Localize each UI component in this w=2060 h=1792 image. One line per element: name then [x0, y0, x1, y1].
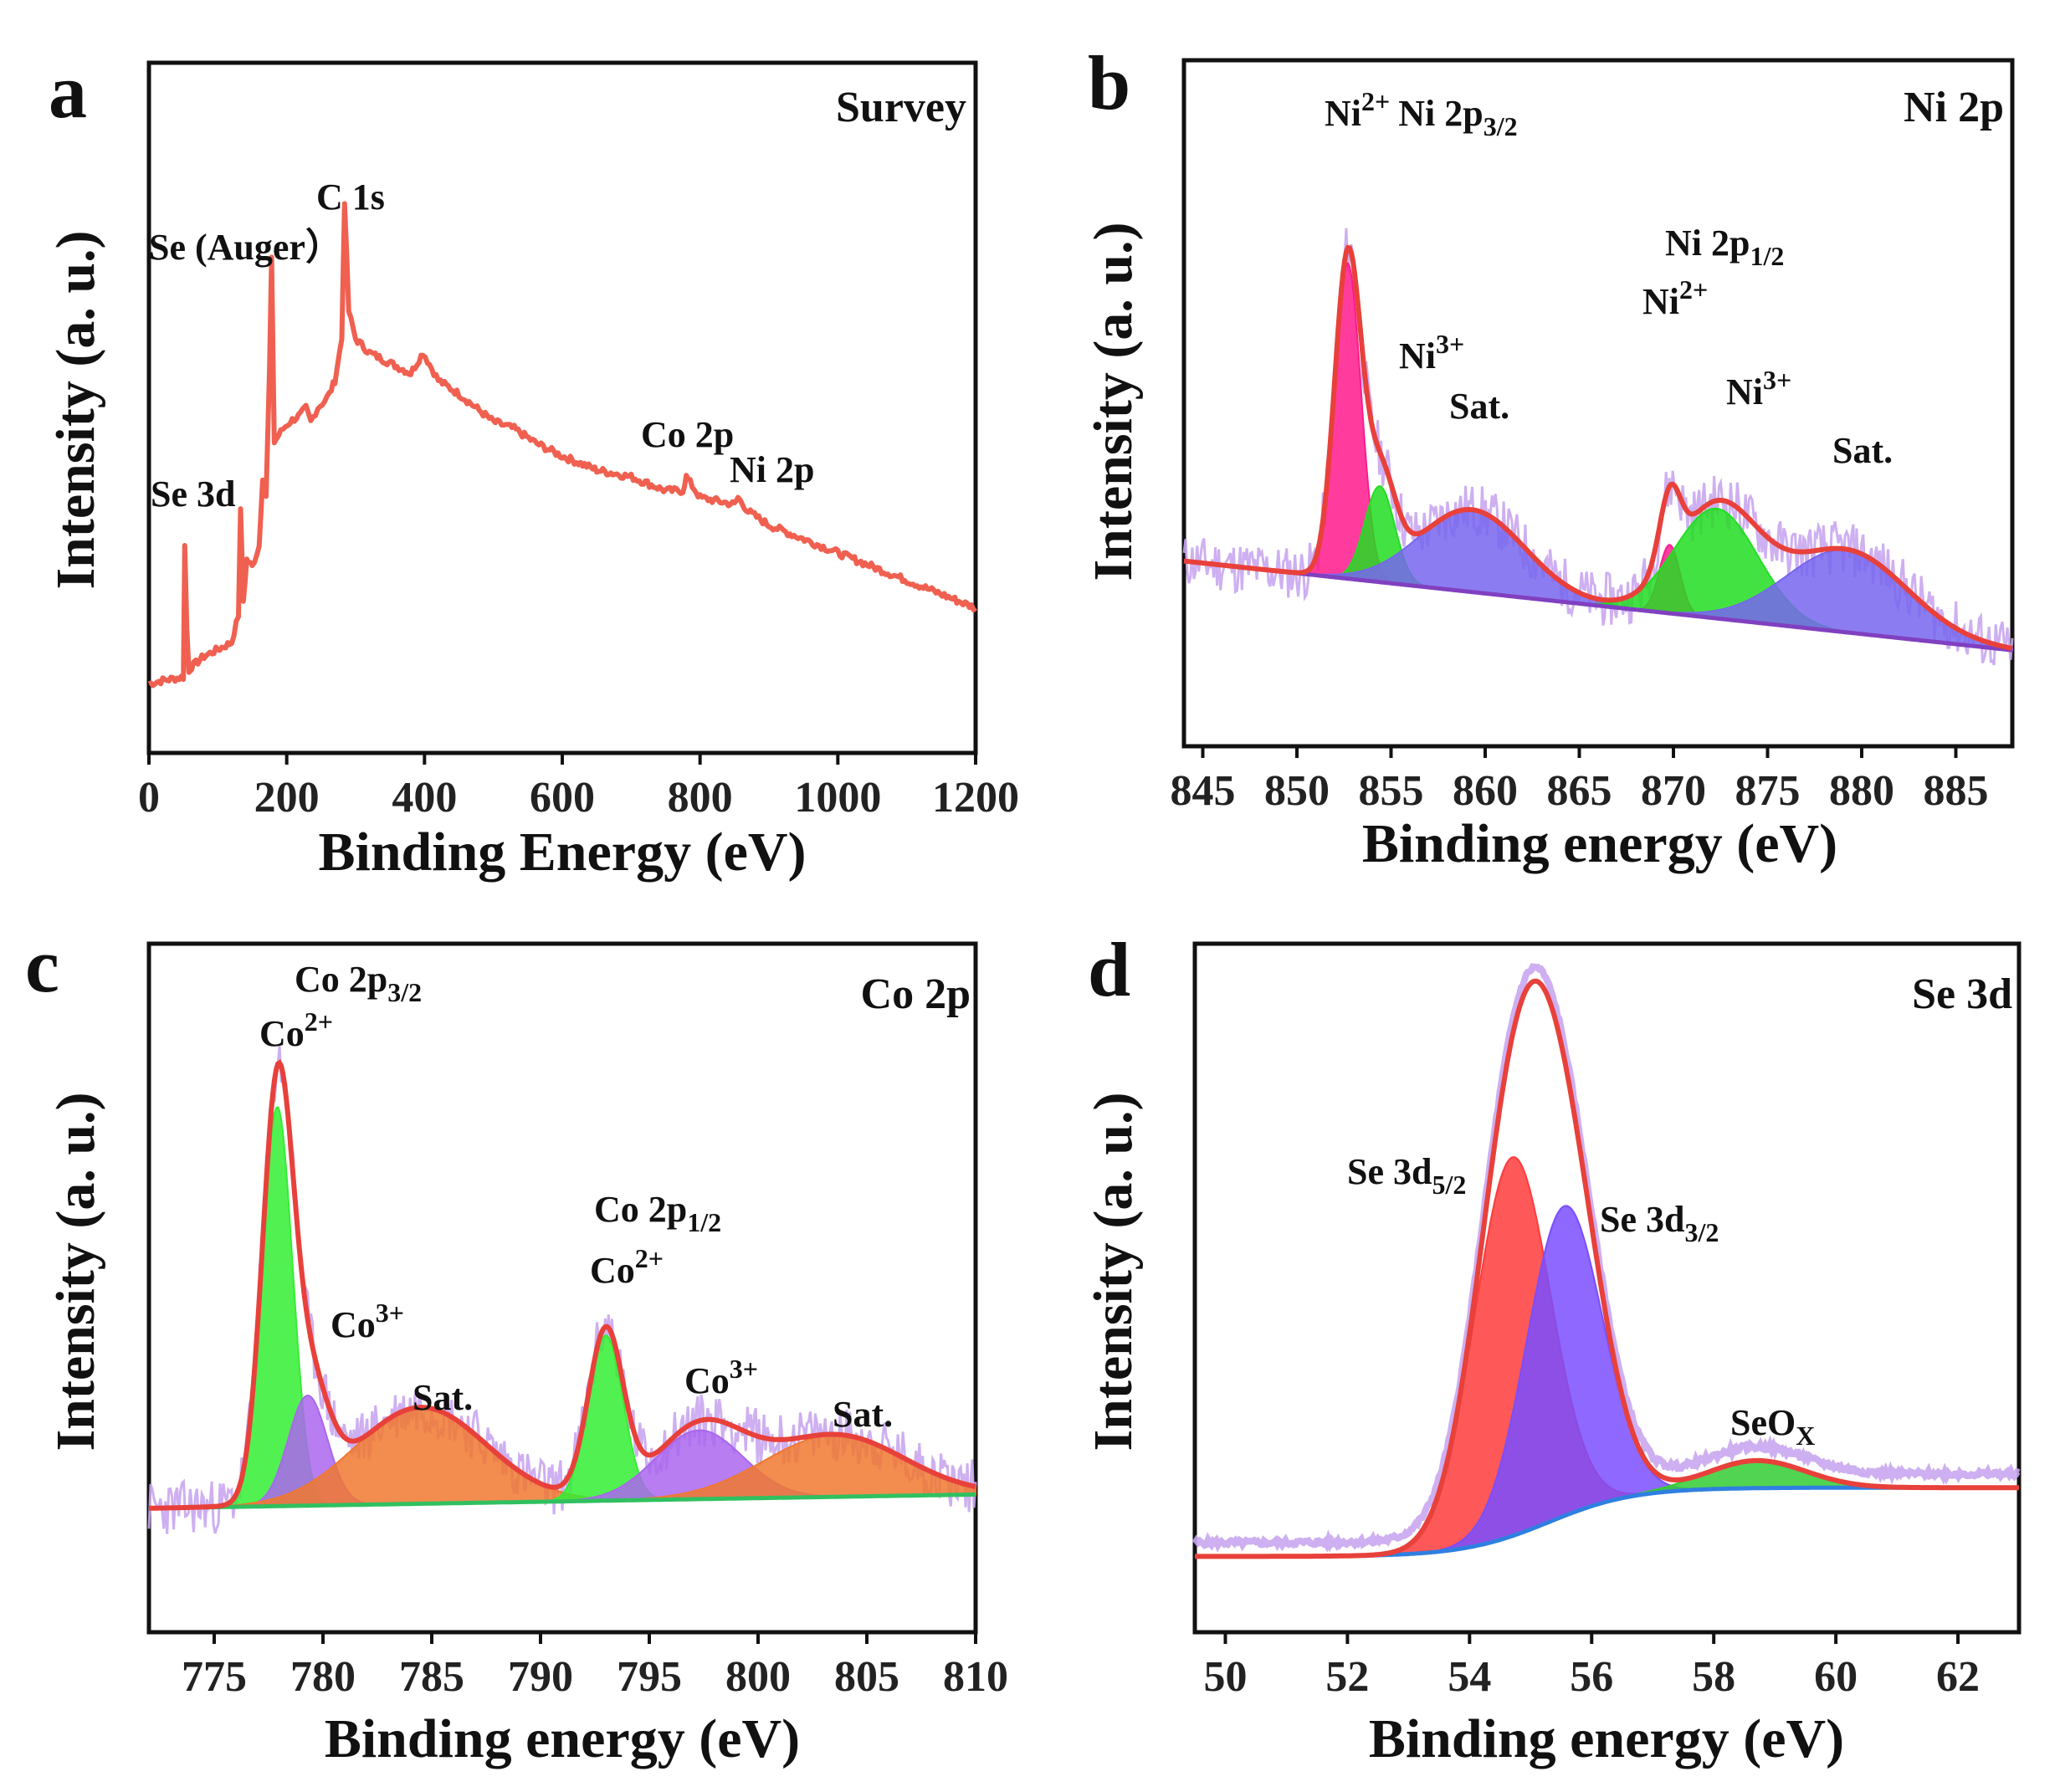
- annotation-ni2p12: Ni 2p1/2: [1665, 223, 1784, 271]
- x-tick-label-d: 52: [1325, 1653, 1369, 1701]
- x-tick-label-b: 870: [1641, 767, 1706, 815]
- annotation-sat-c1: Sat.: [413, 1377, 473, 1418]
- x-tick-label-a: 1200: [932, 774, 1019, 822]
- plot-frame-d: [1192, 941, 2022, 1635]
- annotation-ni3-1-2: Ni3+: [1726, 365, 1791, 412]
- panel-c: c Co 2p Binding energy (eV) Intensity (a…: [25, 923, 1008, 1769]
- panel-b: b Ni 2p Binding energy (eV) Intensity (a…: [1083, 40, 2015, 874]
- x-ticks-c: 775 780 785 790 795 800 805 810: [182, 1632, 1008, 1701]
- annotation-co3-1-2: Co3+: [684, 1354, 758, 1401]
- panel-d: d Se 3d Binding energy (eV) Intensity (a…: [1083, 927, 2022, 1769]
- envelope-fit-d: [1195, 978, 2019, 1559]
- x-tick-label-c: 810: [943, 1653, 1008, 1701]
- annotation-co2p: Co 2p: [641, 414, 734, 455]
- annotation-seox: SeOX: [1730, 1402, 1815, 1451]
- x-tick-label-a: 800: [668, 774, 733, 822]
- annotation-sat-2: Sat.: [1832, 430, 1893, 471]
- envelope-fit-c: [149, 1059, 976, 1511]
- panel-letter-d: d: [1088, 927, 1130, 1012]
- annotation-se3d52: Se 3d5/2: [1347, 1151, 1466, 1200]
- panel-a: a Survey Binding Energy (eV) Intensity (…: [45, 49, 1019, 883]
- x-tick-label-a: 1000: [794, 774, 881, 822]
- annotation-sat-c2: Sat.: [833, 1394, 893, 1435]
- x-tick-label-b: 855: [1359, 767, 1424, 815]
- x-tick-label-b: 845: [1171, 767, 1236, 815]
- x-tick-label-d: 50: [1203, 1653, 1247, 1701]
- ylabel-c: Intensity (a. u.): [45, 1092, 106, 1451]
- panel-letter-a: a: [49, 49, 87, 134]
- annotation-c1s: C 1s: [316, 177, 385, 218]
- annotation-se3d: Se 3d: [151, 474, 235, 515]
- x-ticks-a: 0 200 400 600 800 1000 1200: [138, 753, 1019, 822]
- x-tick-label-a: 0: [138, 774, 160, 822]
- x-tick-label-a: 200: [254, 774, 320, 822]
- x-tick-label-c: 800: [725, 1653, 791, 1701]
- x-tick-label-c: 785: [399, 1653, 464, 1701]
- x-tick-label-c: 780: [290, 1653, 356, 1701]
- x-tick-label-b: 865: [1547, 767, 1612, 815]
- annotation-ni2p: Ni 2p: [730, 449, 814, 490]
- x-tick-label-d: 54: [1448, 1653, 1491, 1701]
- panel-title-c: Co 2p: [861, 970, 971, 1018]
- annotation-se3d32: Se 3d3/2: [1600, 1199, 1719, 1247]
- plot-area-d: [1191, 963, 2021, 1559]
- x-tick-label-c: 795: [617, 1653, 682, 1701]
- annotation-co2p12: Co 2p1/2: [594, 1189, 721, 1237]
- annotation-ni3-3-2: Ni3+: [1399, 329, 1464, 376]
- panel-title-d: Se 3d: [1912, 970, 2012, 1018]
- baseline-c: [148, 1492, 976, 1511]
- plot-area-a: [147, 201, 977, 689]
- annotation-ni2-1-2: Ni2+: [1642, 274, 1708, 322]
- xlabel-a: Binding Energy (eV): [318, 822, 806, 883]
- x-tick-label-a: 600: [530, 774, 595, 822]
- annotation-co2-3-2: Co2+: [259, 1006, 333, 1054]
- annotation-co2p32: Co 2p3/2: [295, 959, 422, 1007]
- annotation-co3-3-2: Co3+: [331, 1298, 404, 1345]
- x-tick-label-b: 885: [1924, 767, 1989, 815]
- x-tick-label-d: 60: [1814, 1653, 1858, 1701]
- ylabel-d: Intensity (a. u.): [1083, 1092, 1144, 1451]
- annotation-se-auger: Se (Auger）: [149, 227, 342, 268]
- x-ticks-d: 50 52 54 56 58 60 62: [1203, 1632, 1980, 1701]
- ylabel-b: Intensity (a. u.): [1083, 222, 1144, 581]
- plot-frame-b: [1181, 58, 2015, 749]
- x-tick-label-c: 805: [834, 1653, 899, 1701]
- plot-frame-c: [146, 941, 978, 1635]
- panel-letter-b: b: [1088, 40, 1130, 125]
- annotation-co2-1-2: Co2+: [590, 1243, 664, 1291]
- survey-spectrum-line: [147, 201, 977, 689]
- xlabel-c: Binding energy (eV): [325, 1708, 800, 1769]
- x-tick-label-b: 880: [1829, 767, 1894, 815]
- x-tick-label-c: 775: [182, 1653, 247, 1701]
- x-tick-label-d: 62: [1936, 1653, 1980, 1701]
- panel-title-b: Ni 2p: [1904, 84, 2004, 131]
- x-tick-label-a: 400: [392, 774, 457, 822]
- panel-title-a: Survey: [836, 84, 966, 131]
- x-tick-label-b: 860: [1453, 767, 1518, 815]
- xlabel-b: Binding energy (eV): [1362, 813, 1837, 874]
- x-tick-label-d: 56: [1570, 1653, 1613, 1701]
- envelope-fit-b: [1183, 244, 2013, 651]
- xlabel-d: Binding energy (eV): [1369, 1708, 1844, 1769]
- annotation-sat-1: Sat.: [1449, 386, 1509, 427]
- x-tick-label-b: 875: [1735, 767, 1801, 815]
- plot-area-b: [1182, 228, 2014, 666]
- annotation-ni2-3-2: Ni2+ Ni 2p3/2: [1325, 86, 1518, 141]
- x-ticks-b: 845 850 855 860 865 870 875 880 885: [1171, 746, 1989, 815]
- baseline-b: [1183, 559, 2013, 653]
- x-tick-label-b: 850: [1264, 767, 1330, 815]
- x-tick-label-d: 58: [1692, 1653, 1735, 1701]
- x-tick-label-c: 790: [508, 1653, 573, 1701]
- ylabel-a: Intensity (a. u.): [45, 230, 106, 589]
- plot-area-c: [147, 1046, 977, 1534]
- panel-letter-c: c: [25, 923, 59, 1008]
